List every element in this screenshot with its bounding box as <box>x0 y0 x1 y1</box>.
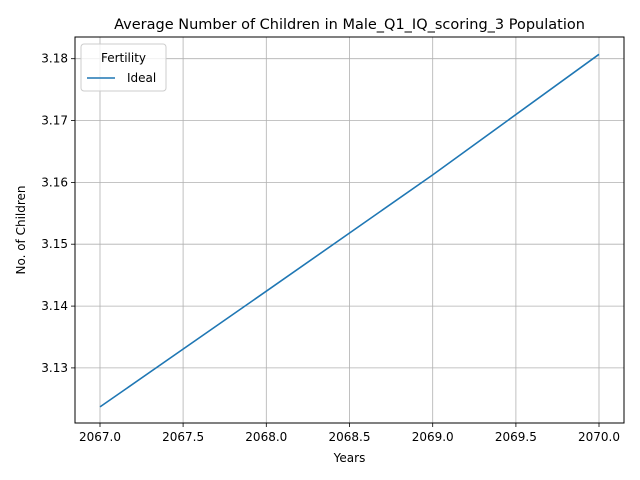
x-tick-label: 2069.0 <box>412 430 454 444</box>
series-line-ideal <box>99 53 600 408</box>
legend: Fertility Ideal <box>80 43 167 92</box>
x-tick-label: 2068.5 <box>329 430 371 444</box>
y-tick-label: 3.17 <box>41 114 68 128</box>
x-axis-label: Years <box>333 451 366 465</box>
x-tick-label: 2067.5 <box>162 430 204 444</box>
legend-box <box>80 43 167 92</box>
x-tick-label: 2070.0 <box>578 430 620 444</box>
chart-title: Average Number of Children in Male_Q1_IQ… <box>114 17 585 33</box>
series-layer <box>99 53 600 408</box>
x-tick-label: 2069.5 <box>495 430 537 444</box>
legend-label-ideal: Ideal <box>127 71 156 85</box>
y-tick-label: 3.14 <box>41 299 68 313</box>
grid-lines <box>75 37 624 423</box>
x-tick-label: 2068.0 <box>245 430 287 444</box>
x-tick-label: 2067.0 <box>79 430 121 444</box>
y-tick-label: 3.16 <box>41 175 68 189</box>
y-tick-label: 3.13 <box>41 361 68 375</box>
y-axis-label: No. of Children <box>14 185 28 274</box>
legend-title: Fertility <box>101 51 146 65</box>
y-tick-label: 3.18 <box>41 52 68 66</box>
x-axis-ticks: 2067.0 2067.5 2068.0 2068.5 2069.0 2069.5 2070… <box>79 423 620 444</box>
y-tick-label: 3.15 <box>41 237 68 251</box>
y-axis-ticks: 3.13 3.14 3.15 3.16 3.17 3.18 <box>41 52 75 375</box>
